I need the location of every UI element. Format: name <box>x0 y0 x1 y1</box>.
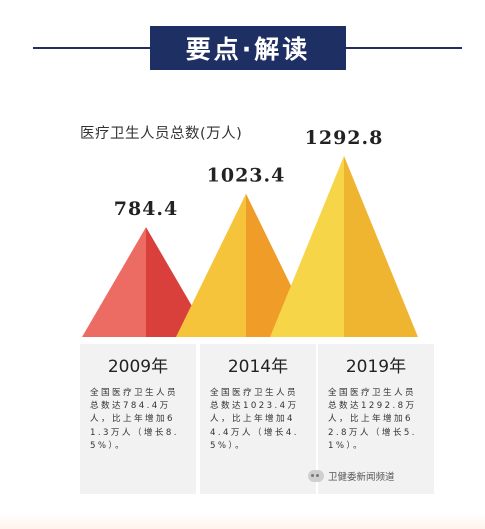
header-title: 要点·解读 <box>150 26 346 70</box>
card-year: 2009年 <box>107 357 169 377</box>
watermark: 卫健委新闻频道 <box>308 467 404 485</box>
card-year: 2014年 <box>227 357 289 377</box>
pyramid-bar-2009-light <box>82 227 146 337</box>
card-description: 全国医疗卫生人员总数达1292.8万人，比上年增加62.8万人（增长5.1%）。 <box>328 388 417 451</box>
card-description: 全国医疗卫生人员总数达784.4万人，比上年增加61.3万人（增长8.5%）。 <box>90 388 179 451</box>
info-card-2019: 2019年 全国医疗卫生人员总数达1292.8万人，比上年增加62.8万人（增长… <box>318 344 434 494</box>
bottom-fade <box>0 514 485 529</box>
info-card-2014: 2014年 全国医疗卫生人员总数达1023.4万人，比上年增加44.4万人（增长… <box>200 344 316 494</box>
pyramid-bar-2019-light <box>270 156 344 337</box>
chart-title: 医疗卫生人员总数(万人) <box>80 126 243 142</box>
pyramid-bar-2019-dark <box>344 156 418 337</box>
info-card-2009: 2009年 全国医疗卫生人员总数达784.4万人，比上年增加61.3万人（增长8… <box>80 344 196 494</box>
pyramid-bar-2014-light <box>176 193 246 337</box>
pyramid-chart: 784.4 1023.4 1292.8 <box>82 127 418 337</box>
card-description: 全国医疗卫生人员总数达1023.4万人，比上年增加44.4万人（增长4.5%）。 <box>210 388 299 451</box>
value-label: 1292.8 <box>305 127 384 149</box>
value-label: 1023.4 <box>207 165 286 187</box>
wechat-icon <box>308 470 324 482</box>
card-year: 2019年 <box>345 357 407 377</box>
header-line-left <box>33 47 150 49</box>
watermark-text: 卫健委新闻频道 <box>328 472 395 483</box>
value-label: 784.4 <box>114 198 179 220</box>
header-line-right <box>345 47 462 49</box>
pyramid-bar-2009-dark <box>146 227 210 337</box>
